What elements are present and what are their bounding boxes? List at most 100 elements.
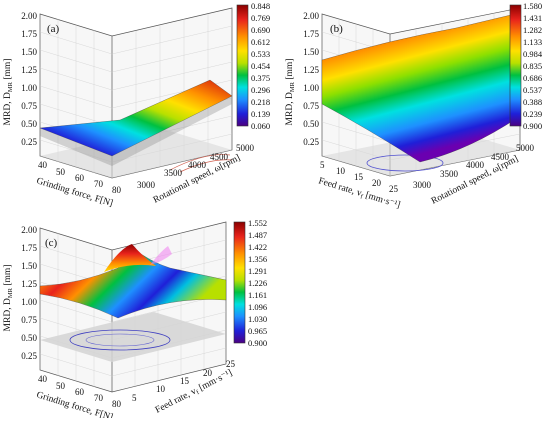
panel-b-ytick: 5000 <box>516 143 535 153</box>
panel-b-zticks: 2.00 1.75 1.50 1.25 1.00 0.75 0.50 0.25 <box>303 11 319 147</box>
panel-c-cbtick: 1.552 <box>248 218 267 228</box>
panel-b-cbtick: 1.282 <box>523 25 542 35</box>
panel-a-ytick: 5000 <box>236 143 255 153</box>
panel-a-xtick: 50 <box>56 167 66 177</box>
panel-b-cbtick: 0.239 <box>523 109 542 119</box>
panel-a-xtick: 40 <box>38 160 48 170</box>
panel-c-ztick: 1.00 <box>21 297 37 307</box>
panel-b-label: (b) <box>330 23 343 35</box>
panel-c-colorbar-ticks: 1.552 1.487 1.422 1.356 1.291 1.226 1.16… <box>248 218 267 348</box>
panel-a: 2.00 1.75 1.50 1.25 1.00 0.75 0.50 0.25 … <box>3 1 271 209</box>
panel-b-cbtick: 0.984 <box>523 49 543 59</box>
panel-c-xtick: 60 <box>75 387 85 397</box>
panel-a-ztick: 2.00 <box>21 11 37 21</box>
panel-c-ztick: 1.75 <box>21 243 37 253</box>
panel-b-xtick: 5 <box>320 160 325 170</box>
panel-c-floor <box>40 312 226 362</box>
panel-c-cbtick: 1.291 <box>248 266 267 276</box>
panel-c-cbtick: 0.900 <box>248 338 267 348</box>
panel-a-xtick: 80 <box>112 185 122 195</box>
panel-a-xticks: 40 50 60 70 80 <box>38 160 122 195</box>
panel-a-ytick: 4500 <box>210 152 229 162</box>
panel-c-cbtick: 1.030 <box>248 314 267 324</box>
panel-c-cbtick: 1.096 <box>248 302 267 312</box>
panel-b-ztick: 0.25 <box>303 137 319 147</box>
panel-a-cbtick: 0.296 <box>251 85 270 95</box>
panel-c-ztick: 0.75 <box>21 315 37 325</box>
panel-a-ztick: 0.50 <box>21 119 37 129</box>
panel-b-colorbar-ticks: 1.580 1.431 1.282 1.133 0.984 0.835 0.68… <box>523 1 543 131</box>
panel-c-ztick: 1.50 <box>21 261 37 271</box>
panel-b: 2.00 1.75 1.50 1.25 1.00 0.75 0.50 0.25 … <box>285 1 543 211</box>
panel-b-colorbar <box>509 4 522 127</box>
panel-c-xticks: 40 50 60 70 80 <box>38 374 122 409</box>
panel-a-zticks: 2.00 1.75 1.50 1.25 1.00 0.75 0.50 0.25 <box>21 11 37 147</box>
panel-c-ztick: 0.25 <box>21 351 37 361</box>
panel-a-cbtick: 0.139 <box>251 109 270 119</box>
panel-c-colorbar <box>233 221 246 344</box>
panel-c-ytick: 25 <box>226 359 236 369</box>
panel-a-cbtick: 0.533 <box>251 49 270 59</box>
panel-c-ztick: 0.50 <box>21 333 37 343</box>
panel-a-floor <box>40 128 232 178</box>
panel-c-xtick: 70 <box>94 393 104 403</box>
panel-b-xtick: 25 <box>389 184 399 194</box>
panel-a-zlabel: MRD, DMR [mm] <box>3 59 14 126</box>
panel-b-ytick: 4000 <box>466 160 485 170</box>
panel-b-cbtick: 1.133 <box>523 37 542 47</box>
panel-c-yticks: 5 10 15 20 25 <box>132 359 236 403</box>
panel-a-surface <box>39 79 233 157</box>
panel-a-colorbar <box>236 4 249 127</box>
panel-a-cbtick: 0.454 <box>251 61 271 71</box>
panel-c-xtick: 50 <box>56 381 66 391</box>
panel-c-surface <box>39 245 227 319</box>
panel-b-cbtick: 0.835 <box>523 61 542 71</box>
panel-a-ztick: 1.75 <box>21 29 37 39</box>
panel-c-ytick: 20 <box>203 368 213 378</box>
panel-c-cbtick: 1.422 <box>248 242 267 252</box>
panel-b-surface <box>321 13 521 163</box>
panel-b-ztick: 1.25 <box>303 65 319 75</box>
panel-a-cbtick: 0.218 <box>251 97 270 107</box>
panel-c-cbtick: 1.161 <box>248 290 267 300</box>
panel-b-cbtick: 0.537 <box>523 85 542 95</box>
panel-a-ytick: 4000 <box>188 160 207 170</box>
panel-c-ytick: 5 <box>132 393 137 403</box>
panel-a-xtick: 70 <box>94 179 104 189</box>
panel-a-ytick: 3500 <box>164 168 183 178</box>
panel-a-ztick: 0.75 <box>21 101 37 111</box>
panel-b-cbtick: 0.388 <box>523 97 542 107</box>
panel-c-ytick: 10 <box>156 384 166 394</box>
panel-c-ztick: 1.25 <box>21 279 37 289</box>
panel-c-zticks: 2.00 1.75 1.50 1.25 1.00 0.75 0.50 0.25 <box>21 225 37 361</box>
panel-a-label: (a) <box>47 23 60 35</box>
panel-b-xticks: 5 10 15 20 25 <box>320 160 399 194</box>
panel-a-cbtick: 0.690 <box>251 25 270 35</box>
panel-c-cbtick: 1.487 <box>248 230 267 240</box>
panel-c-xtick: 80 <box>112 399 122 409</box>
panel-b-ytick: 3500 <box>440 169 459 179</box>
panel-b-ztick: 0.50 <box>303 119 319 129</box>
panel-c-surface-peak <box>104 244 156 272</box>
panel-b-ytick: 4500 <box>491 152 510 162</box>
panel-c-cbtick: 0.965 <box>248 326 267 336</box>
panel-a-cbtick: 0.769 <box>251 13 270 23</box>
panel-b-zlabel: MRD, DMR [mm] <box>285 59 296 126</box>
panel-b-cbtick: 1.580 <box>523 1 542 11</box>
panel-b-ztick: 1.75 <box>303 29 319 39</box>
panel-b-cbtick: 0.900 <box>523 121 542 131</box>
panel-a-xtick: 60 <box>75 173 85 183</box>
panel-c-xtick: 40 <box>38 374 48 384</box>
panel-a-cbtick: 0.612 <box>251 37 270 47</box>
panel-c-cbtick: 1.356 <box>248 254 267 264</box>
panel-b-ztick: 0.75 <box>303 101 319 111</box>
panel-a-cbtick: 0.375 <box>251 73 270 83</box>
panel-b-yticks: 3000 3500 4000 4500 5000 <box>413 143 535 190</box>
panel-c-cbtick: 1.226 <box>248 278 267 288</box>
panel-a-ztick: 1.50 <box>21 47 37 57</box>
panel-c: 2.00 1.75 1.50 1.25 1.00 0.75 0.50 0.25 … <box>3 218 267 423</box>
panel-a-cbtick: 0.060 <box>251 121 270 131</box>
panel-b-xtick: 20 <box>372 178 382 188</box>
